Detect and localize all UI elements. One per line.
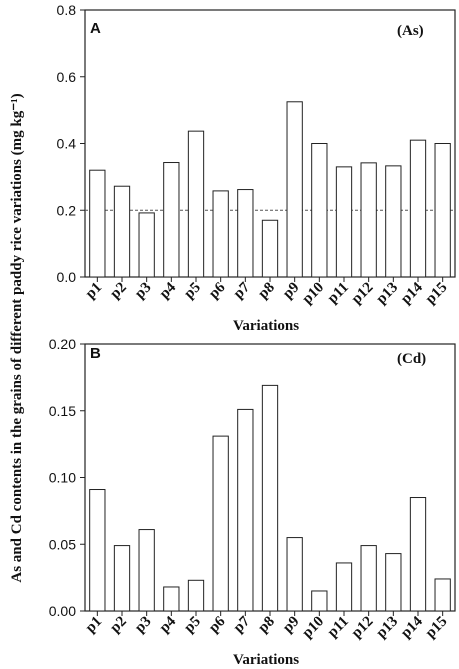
bar-p7 <box>237 189 254 278</box>
bar-p12 <box>360 162 377 278</box>
panel-a-x-axis-title: Variations <box>233 318 299 334</box>
bar-p11 <box>335 166 353 278</box>
bar-p6 <box>212 435 229 612</box>
bar-p4 <box>163 162 180 278</box>
x-tick-label-p9: p9 <box>280 614 303 637</box>
x-tick-label-p3: p3 <box>132 280 155 303</box>
bar-p11 <box>335 562 353 612</box>
bar-p5 <box>187 579 205 612</box>
bar-p10 <box>311 143 328 278</box>
bar-p1 <box>89 489 106 612</box>
panel-b-cd-chart: B (Cd) Variations 0.00 0.05 0.10 0.15 0.20 p1… <box>49 336 456 668</box>
x-tick-label-p9: p9 <box>280 280 303 303</box>
panel-a-element-label: (As) <box>397 23 424 39</box>
bar-p2 <box>113 185 131 278</box>
bar-p15 <box>434 143 451 278</box>
bar-p6 <box>212 190 229 278</box>
x-tick-label-p8: p8 <box>255 280 278 303</box>
bar-p3 <box>138 212 155 278</box>
y-tick-label: 0.05 <box>49 536 76 552</box>
x-tick-label-p6: p6 <box>206 279 229 302</box>
x-tick-label-p14: p14 <box>398 279 426 307</box>
panel-b-letter: B <box>90 345 101 362</box>
bar-p1 <box>89 169 106 278</box>
x-tick-label-p5: p5 <box>181 280 204 303</box>
bar-p2 <box>113 545 131 612</box>
bar-p9 <box>286 101 303 278</box>
y-tick-label: 0.6 <box>57 69 77 85</box>
bar-p13 <box>385 553 402 612</box>
y-tick-label: 0.10 <box>49 470 76 486</box>
x-tick-label-p13: p13 <box>373 280 401 308</box>
bar-p14 <box>409 139 427 278</box>
bar-p8 <box>261 219 279 278</box>
bar-p4 <box>163 586 180 612</box>
y-tick-label: 0.8 <box>57 2 77 18</box>
x-tick-label-p13: p13 <box>373 614 401 642</box>
x-tick-label-p6: p6 <box>206 613 229 636</box>
y-tick-label: 0.0 <box>57 269 77 285</box>
bar-p14 <box>409 497 427 612</box>
bar-p10 <box>311 590 328 612</box>
x-tick-label-p4: p4 <box>157 613 180 636</box>
bar-p9 <box>286 537 303 612</box>
x-tick-label-p2: p2 <box>107 614 130 637</box>
x-tick-label-p15: p15 <box>423 280 451 308</box>
bar-p15 <box>434 578 451 612</box>
x-tick-label-p10: p10 <box>299 280 327 308</box>
x-tick-label-p5: p5 <box>181 614 204 637</box>
y-tick-label: 0.00 <box>49 603 76 619</box>
shared-y-axis-label: As and Cd contents in the grains of diff… <box>9 93 25 582</box>
panel-a-as-chart: A (As) Variations 0.00.20.40.60.8p1 p2 p3 p… <box>57 2 456 334</box>
x-tick-label-p2: p2 <box>107 280 130 303</box>
x-tick-label-p7: p7 <box>231 279 254 302</box>
x-tick-label-p11: p11 <box>325 280 352 307</box>
bar-p8 <box>261 384 279 612</box>
x-tick-label-p15: p15 <box>423 614 451 642</box>
x-tick-label-p8: p8 <box>255 614 278 637</box>
x-tick-label-p14: p14 <box>398 613 426 641</box>
bar-p5 <box>187 130 205 278</box>
x-tick-label-p12: p12 <box>349 614 377 642</box>
y-tick-label: 0.2 <box>57 202 77 218</box>
panel-a-letter: A <box>90 20 101 37</box>
x-tick-label-p4: p4 <box>157 279 180 302</box>
bar-p13 <box>385 165 402 278</box>
y-tick-label: 0.15 <box>49 403 76 419</box>
panel-b-element-label: (Cd) <box>397 351 426 367</box>
x-tick-label-p3: p3 <box>132 614 155 637</box>
x-tick-label-p1: p1 <box>83 614 106 637</box>
x-tick-label-p12: p12 <box>349 280 377 308</box>
panel-b-x-axis-title: Variations <box>233 652 299 668</box>
x-tick-label-p7: p7 <box>231 613 254 636</box>
x-tick-label-p10: p10 <box>299 614 327 642</box>
y-tick-label: 0.4 <box>57 136 77 152</box>
x-tick-label-p1: p1 <box>83 280 106 303</box>
bar-p12 <box>360 545 377 612</box>
x-tick-label-p11: p11 <box>325 614 352 641</box>
y-tick-label: 0.20 <box>49 336 76 352</box>
bar-p7 <box>237 408 254 612</box>
bar-p3 <box>138 529 155 612</box>
